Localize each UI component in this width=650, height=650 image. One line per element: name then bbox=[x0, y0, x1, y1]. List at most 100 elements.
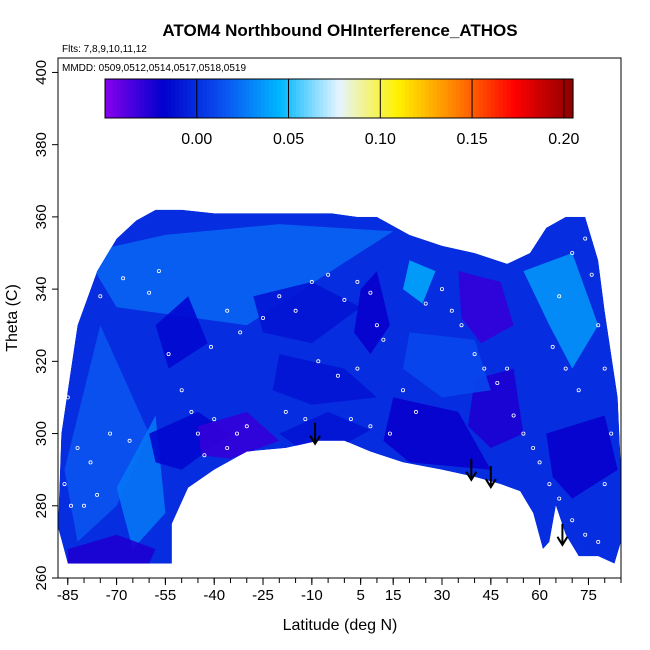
sample-point bbox=[537, 460, 542, 465]
sample-point bbox=[303, 417, 308, 422]
colorbar-swatch bbox=[186, 79, 192, 118]
colorbar-swatch bbox=[553, 79, 558, 118]
colorbar-swatch bbox=[214, 79, 219, 118]
colorbar-swatch bbox=[506, 79, 512, 118]
colorbar-swatch bbox=[374, 79, 379, 118]
sample-point bbox=[127, 438, 132, 443]
colorbar-swatch bbox=[381, 79, 387, 118]
sample-point bbox=[439, 287, 444, 292]
colorbar-swatch bbox=[237, 79, 243, 118]
colorbar-swatch bbox=[342, 79, 348, 118]
sample-point bbox=[521, 431, 526, 436]
colorbar-swatch bbox=[467, 79, 473, 118]
sample-point bbox=[244, 424, 249, 429]
value-patch bbox=[383, 397, 491, 470]
dates-annotation: MMDD: 0509,0512,0514,0517,0518,0519 bbox=[62, 63, 246, 74]
colorbar-swatch bbox=[327, 79, 332, 118]
down-arrow-icon bbox=[556, 523, 569, 547]
colorbar-swatch bbox=[136, 79, 141, 118]
value-patch bbox=[64, 325, 150, 542]
x-tick-label: 60 bbox=[531, 587, 548, 604]
colorbar-swatch bbox=[479, 79, 484, 118]
sample-point bbox=[602, 482, 607, 487]
colorbar-swatch bbox=[335, 79, 340, 118]
sample-point bbox=[208, 344, 213, 349]
down-arrow-icon bbox=[484, 466, 497, 489]
sample-point bbox=[225, 308, 230, 313]
colorbar-swatch bbox=[393, 79, 399, 118]
colorbar-swatch bbox=[534, 79, 539, 118]
colorbar-swatch bbox=[303, 79, 309, 118]
colorbar-swatch bbox=[120, 79, 126, 118]
sample-point bbox=[563, 366, 568, 371]
sample-point bbox=[293, 308, 298, 313]
arrow-head bbox=[556, 536, 569, 547]
colorbar-swatch bbox=[331, 79, 336, 118]
sample-point bbox=[602, 366, 607, 371]
colorbar-swatch bbox=[108, 79, 114, 118]
sample-point bbox=[326, 272, 331, 277]
colorbar-swatch bbox=[222, 79, 227, 118]
colorbar-swatch bbox=[401, 79, 406, 118]
sample-point bbox=[531, 445, 536, 450]
x-tick-label: 75 bbox=[580, 587, 597, 604]
value-patch bbox=[458, 271, 514, 344]
colorbar-swatch bbox=[292, 79, 297, 118]
colorbar-swatch bbox=[311, 79, 317, 118]
colorbar-swatch bbox=[140, 79, 145, 118]
sample-point bbox=[225, 445, 230, 450]
y-tick-label: 300 bbox=[33, 421, 50, 446]
colorbar-swatch bbox=[198, 79, 204, 118]
colorbar-swatch bbox=[409, 79, 414, 118]
plot-area bbox=[58, 209, 621, 564]
colorbar-swatch bbox=[171, 79, 176, 118]
colorbar-swatch bbox=[456, 79, 461, 118]
colorbar-swatch bbox=[417, 79, 422, 118]
colorbar-swatch bbox=[541, 79, 547, 118]
colorbar-swatch bbox=[514, 79, 519, 118]
sample-point bbox=[596, 323, 601, 328]
arrow-head bbox=[465, 471, 478, 482]
sample-point bbox=[234, 431, 239, 436]
colorbar-swatch bbox=[116, 79, 122, 118]
colorbar-swatch bbox=[346, 79, 352, 118]
colorbar-swatch bbox=[475, 79, 480, 118]
arrow-head bbox=[484, 478, 497, 489]
colorbar-swatch bbox=[167, 79, 172, 118]
sample-point bbox=[374, 323, 379, 328]
colorbar: 0.00 0.05 0.10 0.15 0.20 bbox=[104, 78, 579, 148]
sample-point bbox=[387, 431, 392, 436]
sample-point bbox=[583, 532, 588, 537]
colorbar-swatch bbox=[284, 79, 289, 118]
value-patch bbox=[197, 411, 280, 459]
sample-point bbox=[95, 492, 100, 497]
arrow-head bbox=[309, 435, 321, 446]
colorbar-swatch bbox=[510, 79, 516, 118]
colorbar-swatch bbox=[483, 79, 488, 118]
sample-point bbox=[147, 290, 152, 295]
value-patch bbox=[546, 415, 618, 499]
sample-point bbox=[309, 279, 314, 284]
plot-frame bbox=[57, 57, 622, 579]
colorbar-swatch bbox=[268, 79, 274, 118]
sample-point bbox=[65, 395, 70, 400]
colorbar-swatch bbox=[370, 79, 375, 118]
colorbar-swatch bbox=[428, 79, 434, 118]
sample-point bbox=[212, 417, 217, 422]
colorbar-tick-label: 0.05 bbox=[273, 131, 304, 148]
colorbar-swatch bbox=[452, 79, 457, 118]
colorbar-swatch bbox=[288, 79, 293, 118]
x-tick-label: 15 bbox=[385, 587, 402, 604]
colorbar-swatch bbox=[495, 79, 500, 118]
sample-point bbox=[557, 496, 562, 501]
sample-point bbox=[82, 503, 87, 508]
colorbar-swatch bbox=[491, 79, 496, 118]
colorbar-swatch bbox=[366, 79, 371, 118]
colorbar-swatch bbox=[261, 79, 266, 118]
x-axis: -85 -70 -55 -40 -25 -10 5 15 30 45 60 75 bbox=[57, 578, 622, 604]
chart-title: ATOM4 Northbound OHInterference_ATHOS bbox=[162, 21, 517, 40]
down-arrow-icon bbox=[309, 422, 321, 446]
sample-point bbox=[166, 352, 171, 357]
colorbar-swatch bbox=[319, 79, 324, 118]
